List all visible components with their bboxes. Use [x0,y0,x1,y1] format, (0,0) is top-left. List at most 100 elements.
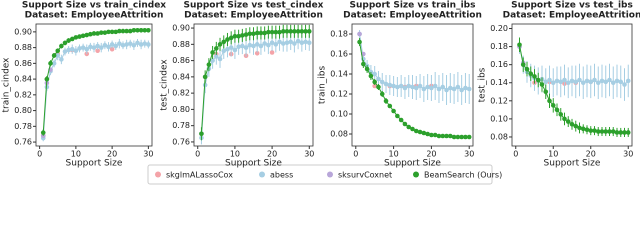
point [247,42,253,48]
point [417,83,423,89]
point [51,53,57,58]
point [214,46,219,51]
point [417,129,423,135]
point [463,85,468,91]
point [614,130,620,135]
point [88,44,93,50]
legend-label: sksurvCoxnet [338,171,392,180]
chart-title: Support Size vs train_cindex [22,1,166,11]
point [225,37,230,42]
point [59,57,64,62]
point [395,113,400,119]
point [554,78,560,84]
y-tick-label: 0.12 [330,90,348,99]
point [306,40,312,46]
y-axis-label: test_cindex [160,59,170,111]
point [603,129,609,134]
point [106,29,111,35]
point [463,134,468,140]
y-tick-label: 0.80 [172,105,190,114]
point [569,78,575,84]
point [210,58,215,63]
point [580,80,586,86]
point [232,33,238,39]
point [444,133,449,139]
point [532,74,537,79]
point [592,77,597,83]
point [451,134,457,140]
chart-subtitle: Dataset: EmployeeAttrition [184,11,323,21]
point [236,44,241,50]
point [240,33,245,38]
x-axis-label: Support Size [384,159,441,169]
point [539,82,545,87]
point [55,48,61,54]
x-axis-label: Support Size [66,159,123,169]
point [607,77,612,83]
x-tick-label: 30 [304,150,314,159]
point [40,130,46,135]
point [44,84,50,90]
y-tick-label: 0.90 [172,24,190,33]
point [543,79,549,85]
point [113,43,119,49]
x-tick-label: 0 [353,150,358,159]
point [120,42,126,48]
point [48,61,53,66]
y-tick-label: 0.82 [14,90,32,99]
chart-subtitle: Dataset: EmployeeAttrition [25,11,164,21]
point [295,38,301,44]
point [459,87,464,93]
point [379,91,385,97]
point [109,29,115,35]
point [258,43,264,49]
point [120,28,126,34]
point [146,27,151,33]
point [440,84,446,90]
legend-label: abess [270,171,293,180]
point [524,66,530,72]
point [266,29,271,35]
point [368,73,374,79]
point [610,129,616,134]
point [106,44,111,50]
point [84,46,90,52]
point [280,41,286,46]
point [288,29,293,34]
point [102,42,108,48]
point [66,38,71,43]
plot-frame [511,23,633,147]
point [269,40,275,46]
point [146,42,151,47]
point [142,27,148,33]
point [466,86,472,92]
point [214,54,219,59]
y-tick-label: 0.12 [490,96,508,105]
point [277,39,282,45]
point [584,78,590,84]
point [69,46,75,52]
point [117,28,122,34]
point [466,134,472,140]
point [62,49,68,54]
point [543,89,549,95]
y-tick-label: 0.10 [490,114,508,123]
y-tick-label: 0.08 [490,132,508,141]
point [425,84,430,90]
point [406,124,412,130]
point [221,39,227,45]
x-tick-label: 10 [548,150,558,159]
point [109,46,115,52]
point [247,31,253,37]
point [210,50,215,55]
point [558,79,564,85]
y-tick-label: 0.18 [330,30,348,39]
point [573,79,579,85]
point [69,36,75,42]
point [77,46,82,51]
x-tick-label: 30 [464,150,474,159]
point [221,48,227,54]
legend-marker [259,171,265,178]
point [387,103,393,109]
point [273,29,279,35]
